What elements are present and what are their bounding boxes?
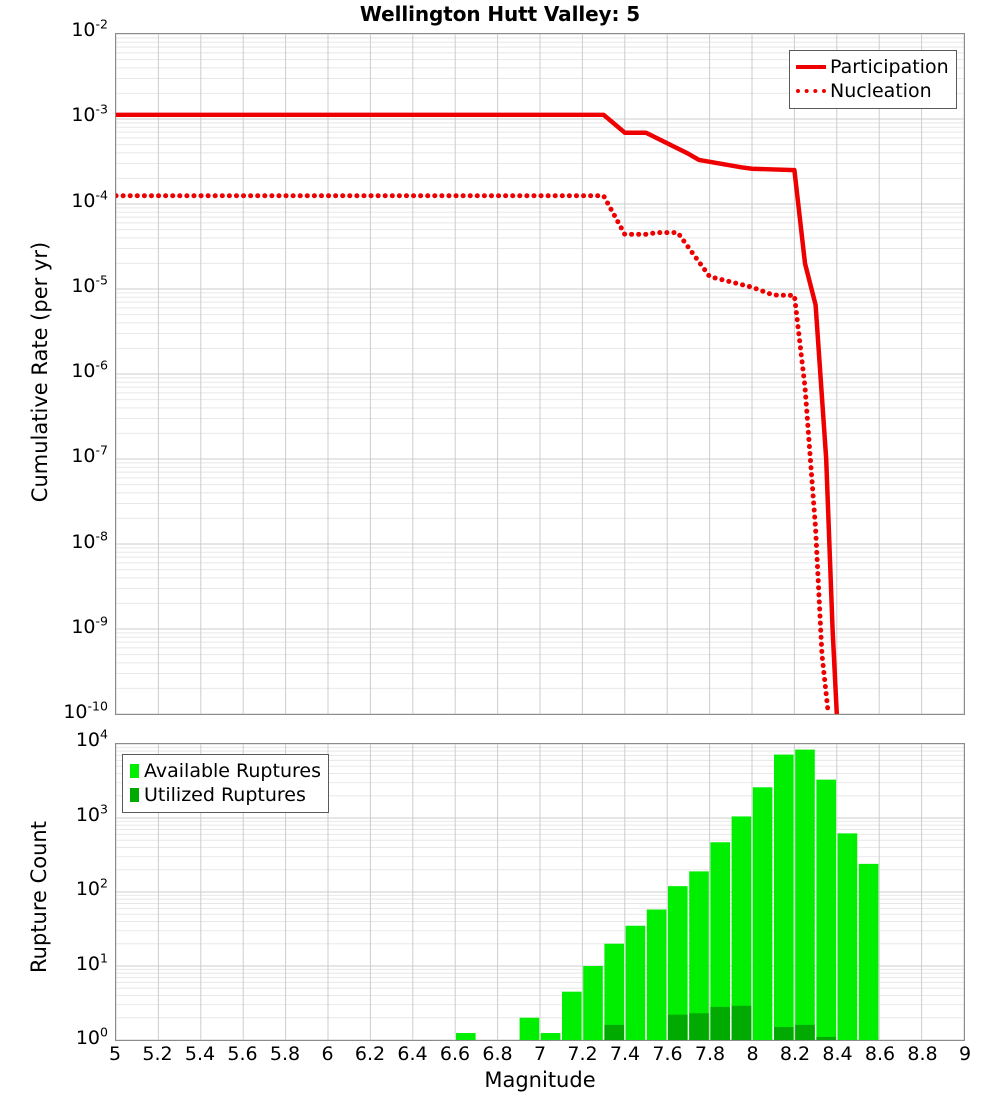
cumulative-rate-canvas bbox=[116, 34, 964, 714]
bottom-y-tick-label: 100 bbox=[75, 1024, 108, 1049]
available-rupture-bar bbox=[540, 1033, 561, 1040]
utilized-rupture-bar bbox=[795, 1024, 815, 1040]
legend-item-participation: Participation bbox=[796, 55, 949, 79]
top-y-tick-label: 10-10 bbox=[63, 698, 108, 723]
x-tick-label: 8.2 bbox=[779, 1043, 811, 1065]
x-tick-label: 7.4 bbox=[609, 1043, 641, 1065]
available-rupture-bar bbox=[625, 925, 646, 1040]
x-tick-label: 7.8 bbox=[694, 1043, 726, 1065]
available-rupture-bar bbox=[667, 886, 688, 1040]
bottom-y-tick-label: 104 bbox=[75, 726, 108, 751]
legend-item-nucleation: Nucleation bbox=[796, 79, 949, 103]
available-rupture-bar bbox=[689, 871, 709, 1040]
x-tick-label: 8.4 bbox=[822, 1043, 853, 1065]
utilized-rupture-bar bbox=[731, 1005, 752, 1040]
available-rupture-bar bbox=[795, 749, 815, 1040]
available-rupture-bar bbox=[604, 943, 625, 1040]
nucleation-line-icon bbox=[796, 81, 826, 101]
x-tick-label: 6.6 bbox=[439, 1043, 471, 1065]
available-rupture-bar bbox=[519, 1017, 540, 1040]
top-y-tick-label: 10-8 bbox=[71, 528, 108, 553]
x-tick-label: 6.2 bbox=[354, 1043, 386, 1065]
curve-nucleation bbox=[116, 193, 831, 714]
legend-label-participation: Participation bbox=[830, 56, 949, 78]
available-rupture-bar bbox=[583, 966, 603, 1040]
rupture-legend: Available Ruptures Utilized Ruptures bbox=[122, 754, 329, 813]
bottom-y-tick-label: 102 bbox=[75, 875, 108, 900]
available-rupture-bar bbox=[731, 816, 752, 1040]
curve-legend: Participation Nucleation bbox=[789, 50, 957, 109]
gridlines bbox=[116, 34, 964, 714]
available-ruptures-swatch-icon bbox=[130, 764, 139, 778]
available-rupture-bar bbox=[816, 779, 837, 1040]
top-y-tick-label: 10-6 bbox=[71, 357, 108, 382]
top-y-tick-label: 10-9 bbox=[71, 613, 108, 638]
available-rupture-bar bbox=[710, 842, 731, 1040]
legend-label-nucleation: Nucleation bbox=[830, 80, 932, 102]
x-axis-label: Magnitude bbox=[484, 1068, 596, 1092]
legend-label-available-ruptures: Available Ruptures bbox=[144, 760, 321, 782]
x-tick-label: 6.8 bbox=[482, 1043, 513, 1065]
available-rupture-bar bbox=[455, 1033, 476, 1040]
top-y-tick-label: 10-5 bbox=[71, 272, 108, 297]
utilized-rupture-bar bbox=[604, 1024, 625, 1040]
x-tick-label: 9 bbox=[958, 1043, 972, 1065]
x-tick-label: 5.4 bbox=[184, 1043, 216, 1065]
available-rupture-bar bbox=[561, 991, 582, 1040]
top-y-tick-label: 10-4 bbox=[71, 187, 108, 212]
bottom-y-tick-label: 103 bbox=[75, 801, 108, 826]
legend-item-available-ruptures: Available Ruptures bbox=[129, 759, 321, 783]
top-y-tick-label: 10-3 bbox=[71, 101, 108, 127]
x-tick-label: 7.6 bbox=[652, 1043, 683, 1065]
cumulative-rate-plot bbox=[115, 33, 965, 715]
available-rupture-bar bbox=[646, 909, 667, 1040]
x-tick-label: 7 bbox=[533, 1043, 547, 1065]
top-y-tick-label: 10-2 bbox=[71, 16, 108, 41]
available-rupture-bar bbox=[858, 863, 879, 1040]
bottom-y-tick-label: 101 bbox=[75, 950, 108, 975]
available-rupture-bar bbox=[773, 754, 794, 1040]
x-tick-label: 8 bbox=[746, 1043, 759, 1065]
utilized-ruptures-swatch-icon bbox=[130, 788, 139, 802]
legend-item-utilized-ruptures: Utilized Ruptures bbox=[129, 783, 321, 807]
utilized-rupture-bar bbox=[689, 1013, 709, 1040]
x-tick-label: 5.2 bbox=[142, 1043, 173, 1065]
x-tick-label: 5.8 bbox=[269, 1043, 301, 1065]
utilized-rupture-bar bbox=[710, 1006, 731, 1040]
x-tick-label: 8.6 bbox=[864, 1043, 896, 1065]
x-tick-label: 6.4 bbox=[397, 1043, 428, 1065]
x-tick-label: 6 bbox=[321, 1043, 334, 1065]
x-tick-label: 5.6 bbox=[227, 1043, 258, 1065]
top-y-tick-label: 10-7 bbox=[71, 442, 108, 468]
utilized-rupture-bar bbox=[773, 1026, 794, 1040]
available-rupture-bar bbox=[752, 787, 773, 1040]
legend-label-utilized-ruptures: Utilized Ruptures bbox=[144, 784, 306, 806]
available-rupture-bar bbox=[837, 833, 858, 1040]
utilized-rupture-bar bbox=[667, 1014, 688, 1040]
curve-participation bbox=[116, 112, 840, 714]
x-tick-label: 8.8 bbox=[907, 1043, 938, 1065]
utilized-rupture-bar bbox=[816, 1036, 837, 1040]
x-tick-label: 5 bbox=[108, 1043, 122, 1065]
figure-title: Wellington Hutt Valley: 5 bbox=[359, 2, 641, 26]
participation-line-icon bbox=[796, 57, 826, 77]
x-tick-label: 7.2 bbox=[567, 1043, 598, 1065]
